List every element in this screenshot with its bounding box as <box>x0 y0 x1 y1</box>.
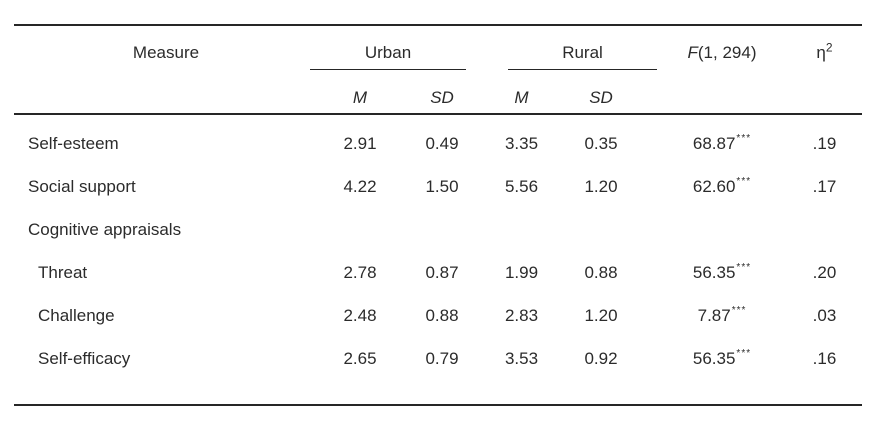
eta-squared-cell: .17 <box>812 176 837 196</box>
col-header-measure: Measure <box>14 25 318 115</box>
table-body: Self-esteem 2.91 0.49 3.35 0.35 68.87***… <box>14 114 862 405</box>
spacer-row <box>14 380 862 405</box>
rural-mean-cell: 3.35 <box>504 133 539 153</box>
f-value: 7.87 <box>697 305 731 325</box>
rural-mean-cell <box>482 208 561 251</box>
urban-spanner-rule: Urban <box>310 26 466 70</box>
col-header-rural-sd: SD <box>561 70 641 115</box>
measure-cell: Self-esteem <box>28 133 119 153</box>
eta-squared-cell: .20 <box>812 262 837 282</box>
measure-cell: Social support <box>28 176 136 196</box>
spacer-row <box>14 114 862 122</box>
table-header: Measure Urban Rural F(1, 294) η2 M SD M … <box>14 25 862 115</box>
measure-cell: Challenge <box>38 305 115 325</box>
urban-mean-cell <box>318 208 402 251</box>
rural-mean-cell: 2.83 <box>504 305 539 325</box>
f-symbol: F <box>687 43 698 62</box>
measure-cell: Cognitive appraisals <box>28 219 182 239</box>
header-row-statistics: M SD M SD <box>14 70 862 115</box>
col-header-eta-squared: η2 <box>787 25 862 115</box>
table-row-self-efficacy: Self-efficacy 2.65 0.79 3.53 0.92 56.35*… <box>14 337 862 380</box>
urban-sd-cell: 0.88 <box>425 305 459 325</box>
significance-stars: *** <box>731 304 747 316</box>
rural-sd-cell: 1.20 <box>584 305 618 325</box>
urban-mean-cell: 2.91 <box>343 133 377 153</box>
col-group-urban: Urban <box>310 25 482 70</box>
f-value-cell: 56.35*** <box>641 337 787 380</box>
rural-mean-cell: 3.53 <box>504 348 539 368</box>
col-header-urban-sd: SD <box>402 70 482 115</box>
f-value: 62.60 <box>692 176 736 196</box>
f-value-cell: 7.87*** <box>641 294 787 337</box>
table-row-self-esteem: Self-esteem 2.91 0.49 3.35 0.35 68.87***… <box>14 122 862 165</box>
urban-sd-cell: 0.87 <box>425 262 459 282</box>
rural-sd-cell: 1.20 <box>584 176 618 196</box>
eta-symbol: η <box>816 43 826 62</box>
urban-sd-cell: 1.50 <box>425 176 459 196</box>
measure-cell: Threat <box>38 262 88 282</box>
eta-squared-cell: .16 <box>812 348 837 368</box>
eta-squared-cell: .19 <box>812 133 837 153</box>
f-value-cell: 62.60*** <box>641 165 787 208</box>
rural-sd-cell <box>561 208 641 251</box>
measure-cell: Self-efficacy <box>38 348 131 368</box>
urban-mean-cell: 2.48 <box>343 305 377 325</box>
rural-spanner-rule: Rural <box>508 26 657 70</box>
rural-mean-cell: 1.99 <box>504 262 539 282</box>
rural-sd-cell: 0.35 <box>584 133 618 153</box>
significance-stars: *** <box>736 175 752 187</box>
rural-group-label: Rural <box>562 43 603 62</box>
eta-superscript: 2 <box>825 40 833 55</box>
f-value-cell: 56.35*** <box>641 251 787 294</box>
f-value: 56.35 <box>692 262 736 282</box>
f-value: 56.35 <box>692 348 736 368</box>
significance-stars: *** <box>736 132 752 144</box>
header-row-groups: Measure Urban Rural F(1, 294) η2 <box>14 25 862 115</box>
urban-sd-cell: 0.79 <box>425 348 459 368</box>
table-row-cognitive-appraisals: Cognitive appraisals <box>14 208 862 251</box>
rural-sd-cell: 0.88 <box>584 262 618 282</box>
f-value-cell <box>641 208 787 251</box>
urban-mean-cell: 4.22 <box>343 176 377 196</box>
eta-squared-cell <box>787 208 862 251</box>
f-degrees-of-freedom: (1, 294) <box>697 43 757 62</box>
col-group-rural: Rural <box>482 25 657 70</box>
table-row-social-support: Social support 4.22 1.50 5.56 1.20 62.60… <box>14 165 862 208</box>
rural-sd-cell: 0.92 <box>584 348 618 368</box>
urban-mean-cell: 2.65 <box>343 348 377 368</box>
col-header-urban-mean: M <box>318 70 402 115</box>
urban-sd-cell <box>402 208 482 251</box>
urban-mean-cell: 2.78 <box>343 262 377 282</box>
table-row-challenge: Challenge 2.48 0.88 2.83 1.20 7.87*** .0… <box>14 294 862 337</box>
urban-group-label: Urban <box>364 43 412 62</box>
f-value: 68.87 <box>692 133 736 153</box>
significance-stars: *** <box>736 261 752 273</box>
rural-mean-cell: 5.56 <box>504 176 539 196</box>
eta-squared-cell: .03 <box>812 305 837 325</box>
anova-results-table: Measure Urban Rural F(1, 294) η2 M SD M … <box>14 24 862 406</box>
table-row-threat: Threat 2.78 0.87 1.99 0.88 56.35*** .20 <box>14 251 862 294</box>
col-header-f-statistic: F(1, 294) <box>641 25 787 115</box>
col-header-rural-mean: M <box>482 70 561 115</box>
urban-sd-cell: 0.49 <box>425 133 459 153</box>
significance-stars: *** <box>736 347 752 359</box>
f-value-cell: 68.87*** <box>641 122 787 165</box>
